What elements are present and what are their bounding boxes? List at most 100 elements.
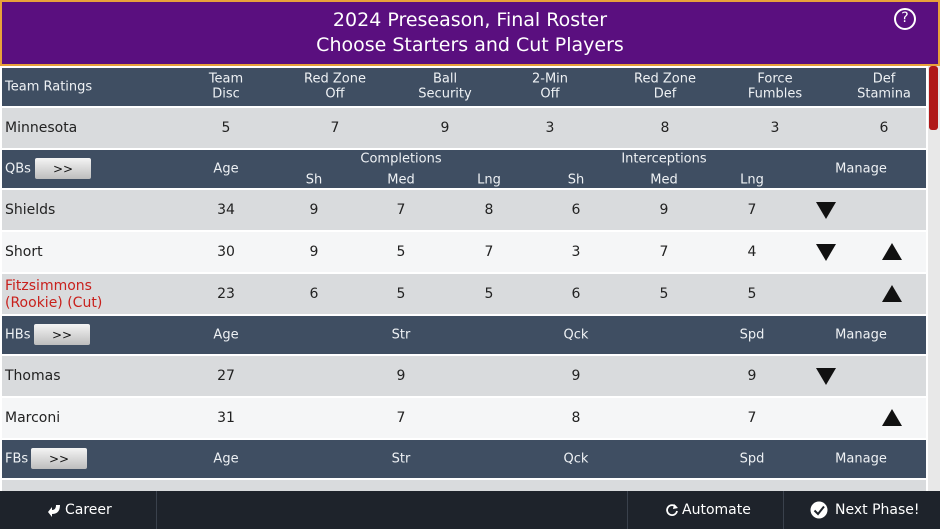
column-header: Med — [387, 172, 415, 188]
rating-value: 7 — [330, 120, 340, 136]
player-stat: 7 — [484, 244, 494, 260]
column-header: Med — [650, 172, 678, 188]
rating-value: 3 — [545, 120, 555, 136]
career-icon[interactable] — [47, 502, 63, 518]
player-stat: 5 — [484, 286, 494, 302]
player-stat: 9 — [309, 244, 319, 260]
expand-button-label[interactable]: >> — [48, 452, 70, 466]
rating-value: 3 — [770, 120, 780, 136]
column-header: Lng — [740, 172, 764, 188]
subtitle: Choose Starters and Cut Players — [316, 34, 624, 56]
rating-value: 5 — [221, 120, 231, 136]
column-header: Str — [391, 451, 411, 467]
player-stat: 7 — [747, 202, 757, 218]
player-stat: 5 — [396, 244, 406, 260]
career-label[interactable]: Career — [65, 502, 112, 518]
scrollbar[interactable] — [928, 66, 940, 491]
player-stat: 5 — [659, 286, 669, 302]
column-header: Ball — [432, 71, 458, 87]
rating-value: 9 — [440, 120, 450, 136]
player-stat: 3 — [571, 244, 581, 260]
column-header: 2-Min — [531, 71, 569, 87]
player-stat: 6 — [309, 286, 319, 302]
promote-arrow[interactable] — [881, 242, 903, 262]
team-name: Minnesota — [5, 120, 78, 136]
column-header: Security — [418, 86, 472, 102]
help-icon: ? — [901, 10, 909, 26]
player-stat: 7 — [396, 410, 406, 426]
column-header: Age — [213, 327, 239, 343]
title-bar — [0, 0, 940, 66]
expand-button[interactable] — [31, 448, 87, 469]
player-stat: 5 — [396, 286, 406, 302]
player-stat: 8 — [571, 410, 581, 426]
player-row — [2, 274, 926, 314]
expand-button[interactable] — [34, 324, 90, 345]
rating-value: 8 — [660, 120, 670, 136]
column-header: Qck — [563, 327, 589, 343]
player-name: (Rookie) (Cut) — [5, 295, 103, 311]
player-stat: 4 — [747, 244, 757, 260]
expand-button[interactable] — [35, 158, 91, 179]
player-row — [2, 232, 926, 272]
player-row — [2, 190, 926, 230]
column-header: Team — [208, 71, 244, 87]
player-age: 31 — [217, 410, 235, 426]
player-age: 30 — [217, 244, 235, 260]
player-stat: 7 — [659, 244, 669, 260]
demote-arrow[interactable] — [815, 366, 837, 386]
player-name: Thomas — [5, 368, 61, 384]
promote-arrow[interactable] — [881, 284, 903, 304]
player-row — [2, 480, 926, 491]
section-label: FBs — [5, 451, 29, 467]
section-header — [2, 316, 926, 354]
promote-arrow[interactable] — [881, 408, 903, 428]
column-header: Spd — [739, 451, 765, 467]
player-stat: 7 — [747, 410, 757, 426]
automate-icon[interactable] — [665, 503, 679, 517]
column-header: Stamina — [857, 86, 911, 102]
column-header: Off — [325, 86, 345, 102]
column-header: Age — [213, 451, 239, 467]
column-group: Interceptions — [621, 151, 707, 167]
player-name: Shields — [5, 202, 56, 218]
player-stat: 8 — [484, 202, 494, 218]
demote-arrow[interactable] — [815, 242, 837, 262]
column-header: Sh — [305, 172, 323, 188]
section-header — [2, 440, 926, 478]
column-header: Red Zone — [304, 71, 366, 87]
scrollbar-thumb[interactable] — [929, 66, 938, 130]
column-header: Age — [213, 161, 239, 177]
player-stat: 5 — [747, 286, 757, 302]
help-button[interactable] — [894, 8, 916, 30]
player-age: 27 — [217, 368, 235, 384]
column-header: Qck — [563, 451, 589, 467]
rating-value: 6 — [879, 120, 889, 136]
column-header: Force — [757, 71, 793, 87]
column-header: Manage — [835, 451, 887, 467]
next-phase-icon[interactable] — [810, 501, 828, 519]
ratings-header — [2, 68, 926, 106]
player-stat: 9 — [659, 202, 669, 218]
player-stat: 6 — [571, 286, 581, 302]
column-header: Spd — [739, 327, 765, 343]
player-name: Marconi — [5, 410, 61, 426]
column-header: Str — [391, 327, 411, 343]
column-header: Manage — [835, 327, 887, 343]
automate-label[interactable]: Automate — [682, 502, 751, 518]
demote-arrow[interactable] — [815, 200, 837, 220]
next-phase-label[interactable]: Next Phase! — [835, 502, 920, 518]
column-header: Off — [540, 86, 560, 102]
player-stat: 6 — [571, 202, 581, 218]
expand-button-label[interactable]: >> — [51, 328, 73, 342]
footer-divider — [783, 491, 784, 529]
player-stat: 7 — [396, 202, 406, 218]
footer-divider — [156, 491, 157, 529]
player-age: 34 — [217, 202, 235, 218]
column-header: Manage — [835, 161, 887, 177]
player-stat: 9 — [747, 368, 757, 384]
expand-button-label[interactable]: >> — [52, 162, 74, 176]
section-header — [2, 150, 926, 188]
column-group: Completions — [360, 151, 442, 167]
